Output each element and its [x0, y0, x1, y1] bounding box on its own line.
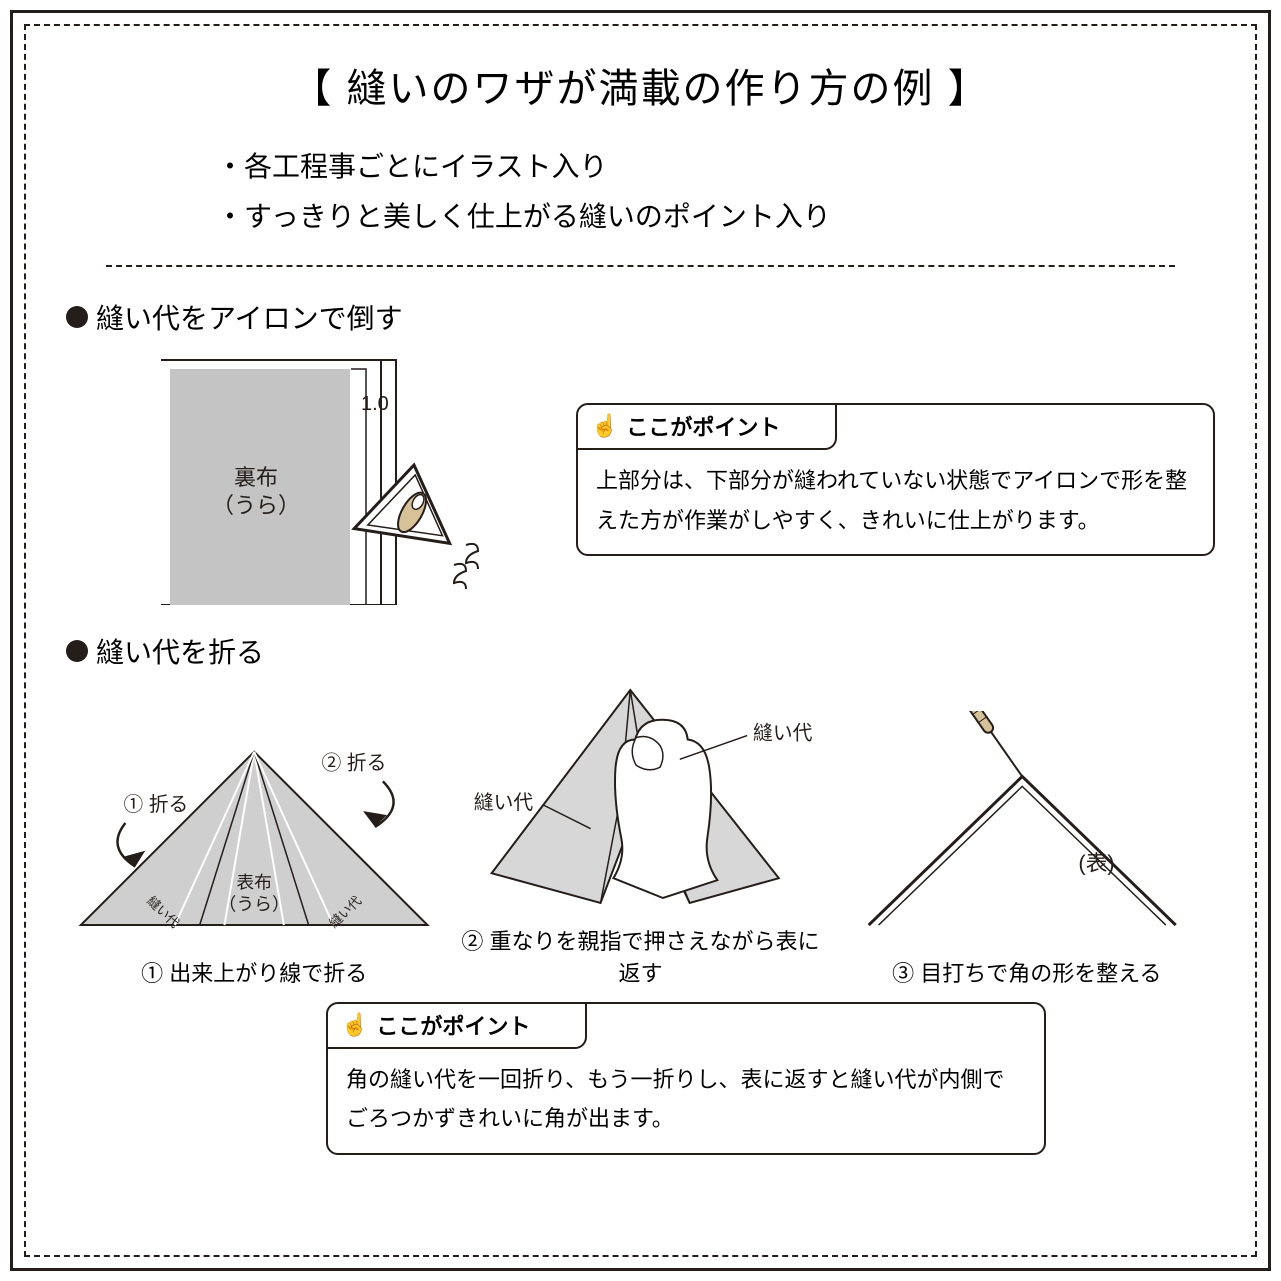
callout-header-text: ここがポイント [626, 410, 780, 442]
svg-text:（うら）: （うら） [219, 894, 290, 914]
svg-text:縫い代: 縫い代 [753, 722, 813, 744]
intro-line-1: ・各工程事ごとにイラスト入り [216, 142, 1215, 192]
callout-header: ☝ ここがポイント [577, 404, 837, 450]
section2-callout-wrap: ☝ ここがポイント 角の縫い代を一回折り、もう一折りし、表に返すと縫い代が内側で… [306, 1002, 1026, 1155]
callout-body: 上部分は、下部分が縫われていない状態でアイロンで形を整えた方が作業がしやすく、き… [578, 451, 1213, 554]
page-content: 【 縫いのワザが満載の作り方の例 】 ・各工程事ごとにイラスト入り ・すっきりと… [24, 24, 1257, 1257]
section2-figures: 表布 （うら） 縫い代 縫い代 ① 折る ② 折る ① 出来上がり線で折る [66, 679, 1215, 988]
intro-line-2: ・すっきりと美しく仕上がる縫いのポイント入り [216, 192, 1215, 242]
callout2-header-text: ここがポイント [376, 1009, 530, 1041]
svg-text:② 折る: ② 折る [322, 752, 387, 774]
figure-awl: (表) ③ 目打ちで角の形を整える [839, 711, 1215, 988]
callout2-header: ☝ ここがポイント [327, 1003, 587, 1049]
svg-text:① 折る: ① 折る [123, 794, 188, 816]
section1-heading-text: 縫い代をアイロンで倒す [96, 297, 403, 337]
svg-text:（うら）: （うら） [212, 493, 300, 518]
pointing-hand-icon: ☝ [591, 413, 618, 439]
figure3-caption: ③ 目打ちで角の形を整える [839, 956, 1215, 988]
measurement-label: 1.0 [361, 393, 389, 415]
page-title: 【 縫いのワザが満載の作り方の例 】 [66, 56, 1215, 114]
svg-text:(表): (表) [1078, 850, 1114, 875]
section1-heading: 縫い代をアイロンで倒す [66, 297, 1215, 337]
section2-heading: 縫い代を折る [66, 631, 1215, 671]
figure1-caption: ① 出来上がり線で折る [66, 956, 442, 988]
bullet-icon [66, 640, 88, 662]
section2-callout: ☝ ここがポイント 角の縫い代を一回折り、もう一折りし、表に返すと縫い代が内側で… [326, 1002, 1046, 1155]
callout2-body: 角の縫い代を一回折り、もう一折りし、表に返すと縫い代が内側でごろつかずきれいに角… [328, 1050, 1044, 1153]
svg-text:縫い代: 縫い代 [474, 792, 534, 814]
intro-block: ・各工程事ごとにイラスト入り ・すっきりと美しく仕上がる縫いのポイント入り [216, 142, 1215, 243]
section1-callout: ☝ ここがポイント 上部分は、下部分が縫われていない状態でアイロンで形を整えた方… [576, 403, 1215, 556]
bullet-icon [66, 306, 88, 328]
pointing-hand-icon: ☝ [341, 1012, 368, 1038]
svg-text:裏布: 裏布 [234, 465, 278, 490]
figure-fold: 表布 （うら） 縫い代 縫い代 ① 折る ② 折る ① 出来上がり線で折る [66, 711, 442, 988]
svg-text:表布: 表布 [236, 872, 272, 892]
dashed-divider [106, 265, 1175, 267]
figure2-caption: ② 重なりを親指で押さえながら表に返す [452, 924, 828, 988]
section2-heading-text: 縫い代を折る [96, 631, 264, 671]
section1-body: 1.0 裏布 （うら） ☝ ここがポイント 上 [66, 355, 1215, 605]
iron-figure: 1.0 裏布 （うら） [156, 355, 526, 605]
figure-hand: 縫い代 縫い代 ② 重なりを親指で押さえながら表に返す [452, 679, 828, 988]
